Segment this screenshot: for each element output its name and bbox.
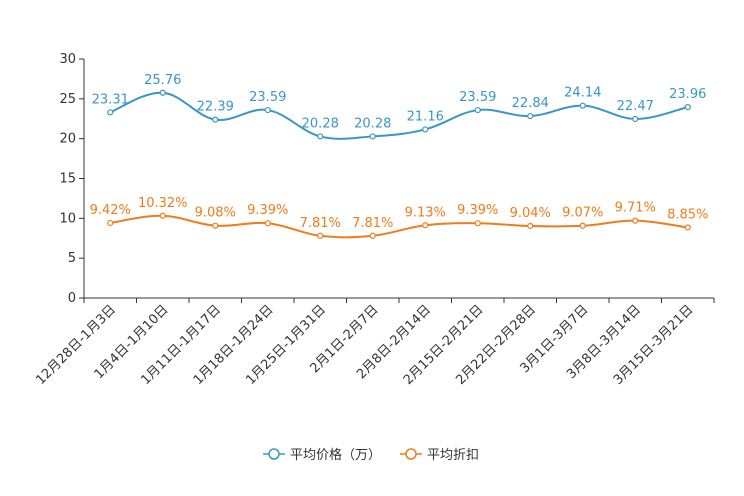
data-label: 9.04%	[510, 206, 551, 221]
legend-label: 平均折扣	[427, 448, 479, 463]
y-tick-label: 0	[68, 291, 76, 306]
legend-item-2[interactable]: 平均折扣	[400, 448, 479, 463]
data-label: 22.47	[617, 99, 654, 114]
data-point	[159, 89, 166, 96]
data-label: 9.71%	[615, 201, 656, 216]
data-label: 21.16	[407, 109, 444, 124]
y-tick-label: 10	[59, 211, 76, 226]
data-point	[212, 222, 219, 229]
data-label: 22.39	[197, 100, 234, 115]
data-point	[264, 220, 271, 227]
data-point	[369, 133, 376, 140]
data-point	[422, 222, 429, 229]
data-label: 23.59	[459, 90, 496, 105]
data-label: 23.31	[92, 92, 129, 107]
legend-marker	[405, 448, 417, 460]
data-point	[422, 126, 429, 133]
data-point	[159, 212, 166, 219]
legend-label: 平均价格（万）	[290, 447, 381, 463]
data-label: 10.32%	[138, 196, 188, 211]
data-label: 9.39%	[247, 203, 288, 218]
data-label: 23.96	[669, 87, 706, 102]
data-point	[684, 104, 691, 111]
y-tick-label: 20	[59, 132, 76, 147]
data-label: 20.28	[354, 116, 391, 131]
data-label: 23.59	[249, 90, 286, 105]
y-tick-label: 25	[59, 92, 76, 107]
data-point	[317, 133, 324, 140]
legend-item-1[interactable]: 平均价格（万）	[263, 447, 381, 463]
data-point	[107, 109, 114, 116]
legend-marker	[268, 448, 280, 460]
data-point	[527, 222, 534, 230]
y-tick-label: 5	[68, 251, 76, 266]
data-point	[317, 232, 324, 239]
data-point	[474, 220, 481, 227]
data-point	[212, 116, 219, 123]
data-label: 9.42%	[90, 203, 131, 218]
data-label: 25.76	[144, 73, 181, 88]
data-point	[264, 106, 271, 114]
series-line-1	[109, 91, 688, 140]
data-point	[527, 112, 534, 120]
data-point	[579, 102, 586, 109]
data-point	[369, 232, 376, 239]
data-label: 9.13%	[405, 205, 446, 220]
y-tick-label: 30	[59, 52, 76, 67]
y-tick-label: 15	[59, 172, 76, 187]
data-point	[632, 217, 639, 224]
data-label: 20.28	[302, 116, 339, 131]
data-point	[579, 222, 586, 229]
data-label: 7.81%	[300, 216, 341, 231]
data-point	[632, 115, 639, 123]
data-point	[107, 219, 114, 227]
data-label: 8.85%	[667, 207, 708, 222]
data-label: 7.81%	[352, 216, 393, 231]
data-label: 9.39%	[457, 203, 498, 218]
data-label: 9.07%	[562, 206, 603, 221]
data-label: 9.08%	[195, 206, 236, 221]
data-label: 22.84	[512, 96, 549, 111]
data-point	[474, 106, 481, 114]
data-label: 24.14	[564, 86, 601, 101]
data-point	[684, 224, 691, 231]
series-line-2	[110, 214, 688, 239]
